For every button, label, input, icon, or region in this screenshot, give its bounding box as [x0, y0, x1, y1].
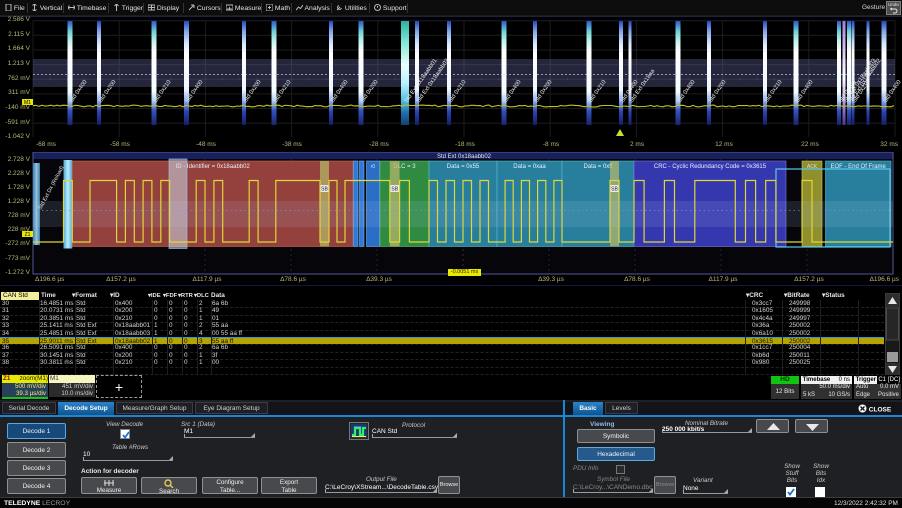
- svg-text:Data = 0xaa: Data = 0xaa: [513, 164, 546, 170]
- svg-text:Std Ext 0x18aabb02: Std Ext 0x18aabb02: [437, 154, 492, 160]
- svg-text:M1: M1: [24, 100, 31, 106]
- svg-text:SB: SB: [391, 187, 398, 193]
- svg-text:Z1: Z1: [25, 232, 31, 238]
- svg-text:SB: SB: [611, 187, 618, 193]
- svg-text:DLC = 3: DLC = 3: [393, 164, 416, 170]
- svg-text:ACK: ACK: [807, 164, 818, 170]
- svg-text:Data = 0x55: Data = 0x55: [447, 164, 480, 170]
- svg-text:r0: r0: [371, 164, 376, 170]
- svg-text:CRC - Cyclic Redundancy Code =: CRC - Cyclic Redundancy Code = 0x3615: [654, 164, 767, 170]
- svg-text:SB: SB: [321, 187, 328, 193]
- svg-text:Data = 0xff: Data = 0xff: [583, 164, 612, 170]
- svg-text:ID - Identifier = 0x18aabb02: ID - Identifier = 0x18aabb02: [176, 164, 251, 170]
- svg-text:EOF - End Of Frame: EOF - End Of Frame: [831, 164, 887, 170]
